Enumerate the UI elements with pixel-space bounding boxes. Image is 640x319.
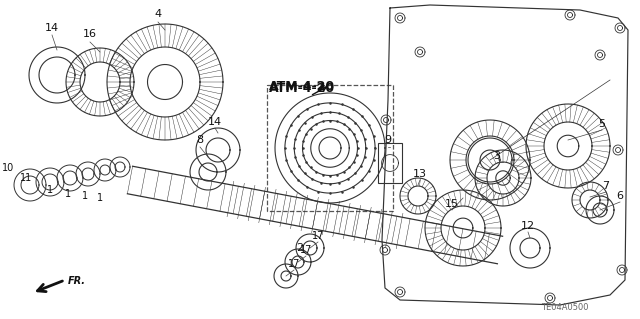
Text: 15: 15 [445, 199, 459, 209]
Text: 4: 4 [154, 9, 161, 19]
Text: 8: 8 [196, 135, 204, 145]
Text: 16: 16 [83, 29, 97, 39]
Text: 14: 14 [45, 23, 59, 33]
Text: 5: 5 [598, 119, 605, 129]
Text: 7: 7 [602, 181, 609, 191]
Text: 12: 12 [521, 221, 535, 231]
Text: 17: 17 [312, 231, 324, 241]
Text: 11: 11 [20, 173, 32, 183]
Text: 9: 9 [385, 135, 392, 145]
Text: ATM-4-20: ATM-4-20 [269, 81, 335, 94]
Text: 2: 2 [296, 243, 303, 253]
Text: 1: 1 [47, 185, 53, 195]
Text: FR.: FR. [68, 276, 86, 286]
Text: 13: 13 [413, 169, 427, 179]
Text: 1: 1 [65, 189, 71, 199]
Bar [378, 143, 402, 183]
Text: 17: 17 [288, 259, 300, 269]
Text: TE04A0500: TE04A0500 [541, 303, 589, 313]
Text: 6: 6 [616, 191, 623, 201]
Text: 1: 1 [82, 191, 88, 201]
Text: 1: 1 [97, 193, 103, 203]
Text: ATM-4-20: ATM-4-20 [269, 79, 335, 93]
Text: 17: 17 [300, 245, 312, 255]
Text: 14: 14 [208, 117, 222, 127]
Text: 3: 3 [493, 151, 500, 161]
Text: 10: 10 [2, 163, 14, 173]
